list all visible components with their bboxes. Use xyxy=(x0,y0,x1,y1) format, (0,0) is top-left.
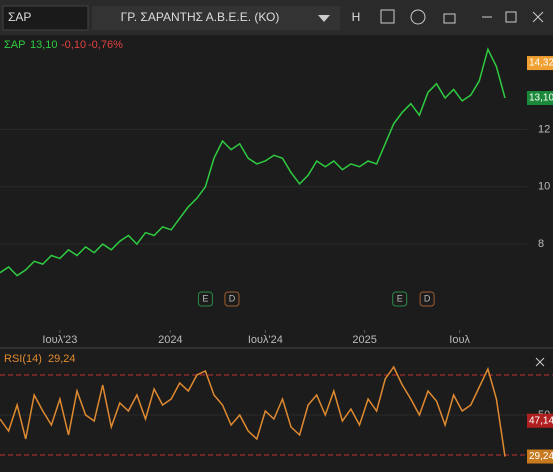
icon-quote[interactable] xyxy=(410,9,426,25)
price-tag-label: 47,14 xyxy=(529,415,553,426)
series-line xyxy=(0,365,506,457)
rsi-title: RSI(14) xyxy=(4,353,42,365)
x-tick-label: Ιουλ'24 xyxy=(248,334,283,346)
price-panel: 8 10 12 Ιουλ'23 2024 Ιουλ'24 2025 Ιουλ E D E D 14,32… xyxy=(0,47,553,346)
event-marker xyxy=(392,291,408,307)
icon-panel[interactable] xyxy=(380,9,395,24)
event-marker xyxy=(224,291,240,307)
price-tag xyxy=(527,449,553,464)
event-marker xyxy=(197,291,213,307)
event-label: D xyxy=(424,293,431,303)
icon-close[interactable] xyxy=(532,11,544,23)
symbol-input[interactable] xyxy=(2,5,89,31)
legend-symbol: ΣΑΡ xyxy=(4,39,25,51)
symbol-text: ΣΑΡ xyxy=(8,10,31,24)
legend-change: -0,10 xyxy=(61,39,86,51)
event-label: E xyxy=(202,293,208,303)
y-tick-label: 8 xyxy=(538,238,544,250)
toolbar-button[interactable]: H xyxy=(352,10,361,24)
x-tick-label: Ιουλ xyxy=(449,334,470,346)
company-dropdown[interactable] xyxy=(92,6,340,30)
price-tag xyxy=(527,91,553,106)
x-tick-label: Ιουλ'23 xyxy=(42,334,77,346)
icon-lock[interactable] xyxy=(443,13,456,24)
legend-change-pct: -0,76% xyxy=(88,39,123,51)
event-label: E xyxy=(397,293,403,303)
rsi-current: 29,24 xyxy=(48,353,76,365)
x-tick-label: 2024 xyxy=(158,334,182,346)
price-tag-label: 13,10 xyxy=(529,93,553,104)
y-tick-label: 12 xyxy=(538,123,550,135)
event-label: D xyxy=(229,293,236,303)
x-tick-label: 2025 xyxy=(352,334,376,346)
price-tag xyxy=(527,413,553,428)
legend-price: 13,10 xyxy=(30,39,58,51)
dropdown-arrow xyxy=(318,15,330,22)
icon-maximize[interactable] xyxy=(505,11,517,23)
price-tag-label: 14,32 xyxy=(529,58,553,69)
price-tag xyxy=(527,56,553,71)
y-tick-label: 10 xyxy=(538,181,550,193)
company-name: ΓΡ. ΣΑΡΑΝΤΗΣ Α.Β.Ε.Ε. (ΚΟ) xyxy=(121,10,280,24)
rsi-close[interactable] xyxy=(535,357,545,367)
series-line xyxy=(0,47,506,277)
event-marker xyxy=(419,291,435,307)
price-tag-label: 29,24 xyxy=(529,451,553,462)
